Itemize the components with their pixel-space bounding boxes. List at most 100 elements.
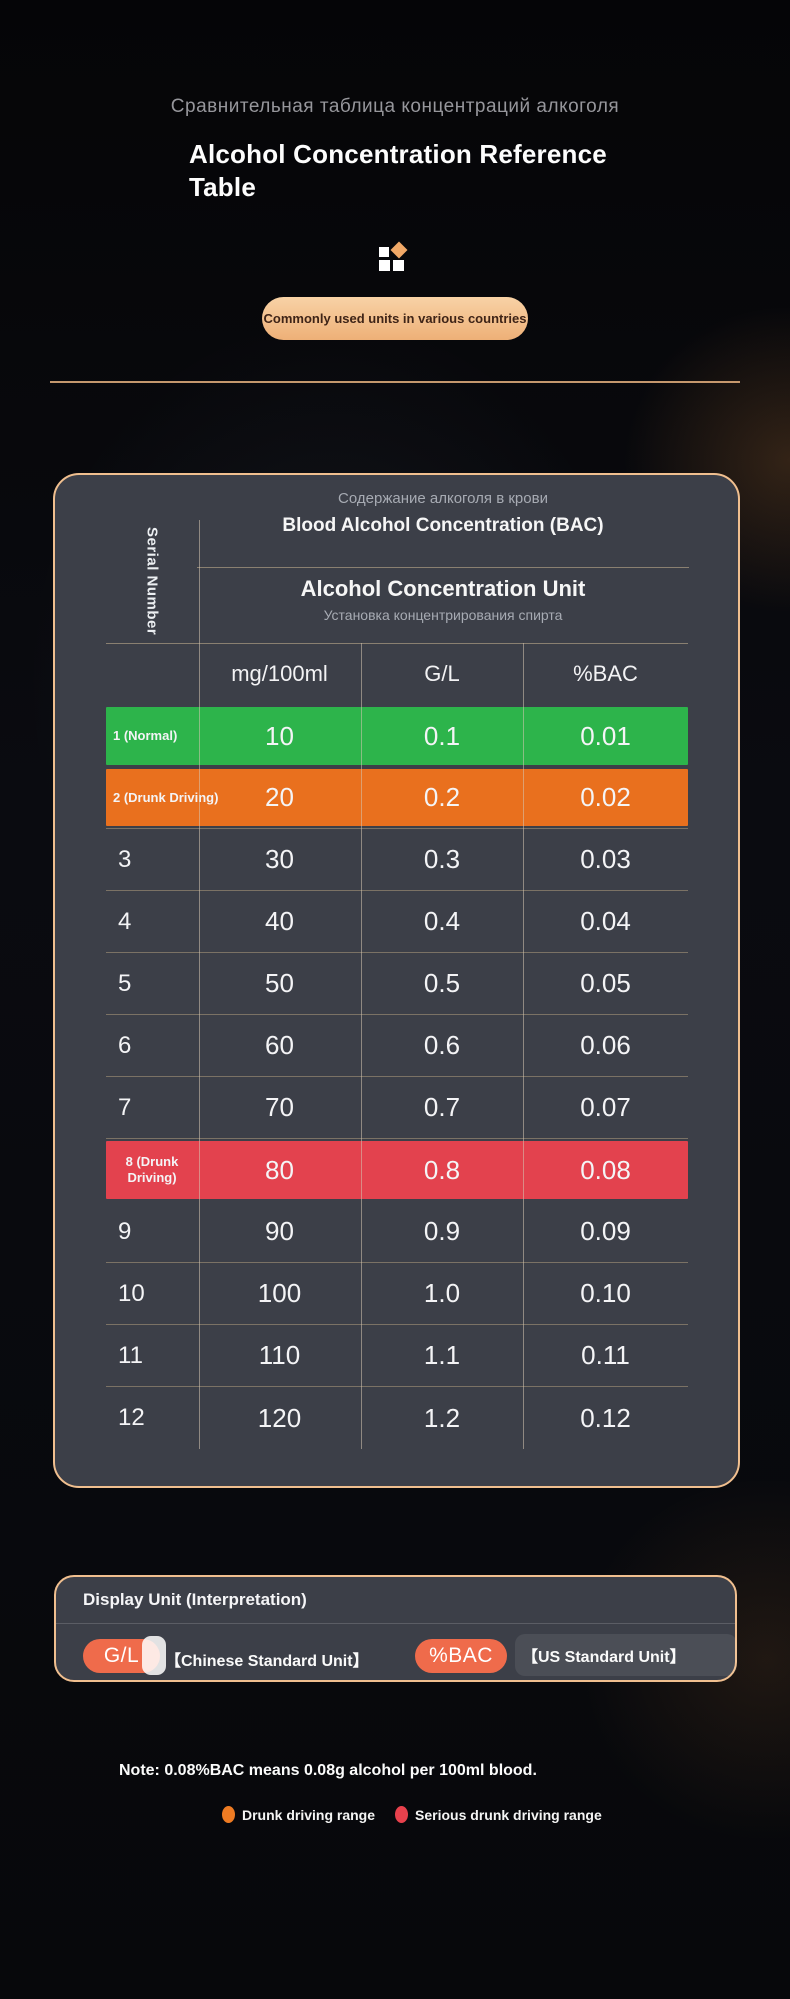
row-serial: 7: [118, 1093, 132, 1121]
header-divider: [197, 567, 689, 568]
label-glow-highlight: [515, 1634, 737, 1676]
row-serial: 4: [118, 907, 132, 935]
bac-unit-pill: %BAC: [415, 1639, 507, 1673]
row-gl-value: 1.0: [423, 1278, 461, 1308]
serial-number-vertical-label: Serial Number: [143, 527, 161, 636]
subtitle-russian: Сравнительная таблица концентраций алког…: [170, 96, 620, 117]
row-mg-value: 50: [265, 968, 294, 998]
column-divider: [199, 520, 200, 1449]
column-divider: [523, 643, 524, 1449]
row-gl-value: 0.9: [423, 1216, 461, 1246]
row-highlight-band: [106, 769, 688, 826]
row-mg-value: 110: [258, 1340, 301, 1370]
bac-header-russian: Содержание алкоголя в крови: [338, 490, 548, 507]
row-gl-value: 0.3: [423, 844, 461, 874]
table-row: 5 50 0.5 0.05: [106, 953, 688, 1015]
row-bac-value: 0.01: [580, 720, 631, 751]
row-bac-value: 0.07: [580, 1092, 631, 1122]
table-body: 1 (Normal) 10 0.1 0.01 2 (Drunk Driving)…: [106, 705, 688, 1449]
row-serial: 2 (Drunk Driving): [113, 789, 219, 805]
display-unit-card: Display Unit (Interpretation) G/L 【Chine…: [54, 1575, 737, 1682]
table-row: 10 100 1.0 0.10: [106, 1263, 688, 1325]
row-mg-value: 120: [257, 1402, 302, 1433]
row-mg-value: 10: [265, 720, 294, 751]
row-bac-value: 0.05: [580, 968, 631, 998]
table-row: 2 (Drunk Driving) 20 0.2 0.02: [106, 767, 688, 829]
footnote: Note: 0.08%BAC means 0.08g alcohol per 1…: [119, 1762, 537, 1779]
row-gl-value: 0.4: [423, 906, 461, 936]
table-row: 3 30 0.3 0.03: [106, 829, 688, 891]
row-bac-value: 0.12: [580, 1402, 631, 1433]
row-serial: 5: [118, 969, 132, 997]
row-bac-value: 0.04: [580, 906, 631, 936]
table-row: 9 90 0.9 0.09: [106, 1201, 688, 1263]
alcohol-table-card: Содержание алкоголя в крови Blood Alcoho…: [53, 473, 740, 1488]
row-serial: 9: [118, 1217, 132, 1245]
row-gl-value: 1.2: [423, 1402, 461, 1433]
row-mg-value: 20: [265, 782, 294, 812]
row-mg-value: 40: [265, 906, 294, 936]
row-serial: 1 (Normal): [113, 728, 178, 744]
column-header-gl: G/L: [424, 661, 460, 686]
row-mg-value: 70: [265, 1092, 294, 1122]
table-row: 7 70 0.7 0.07: [106, 1077, 688, 1139]
square-icon: [379, 247, 389, 257]
square-icon: [379, 260, 390, 271]
column-header-row: mg/100ml G/L %BAC: [106, 643, 688, 705]
table-row: 6 60 0.6 0.06: [106, 1015, 688, 1077]
row-serial: 10: [118, 1279, 145, 1307]
display-unit-title: Display Unit (Interpretation): [83, 1590, 307, 1609]
row-bac-value: 0.06: [580, 1030, 631, 1060]
row-gl-value: 0.1: [423, 720, 461, 751]
section-divider: [50, 381, 740, 383]
red-dot-icon: [395, 1806, 409, 1823]
column-divider: [361, 643, 362, 1449]
row-gl-value: 0.5: [423, 968, 461, 998]
row-bac-value: 0.08: [580, 1154, 631, 1185]
column-header-mg: mg/100ml: [231, 661, 328, 686]
row-bac-value: 0.03: [580, 844, 631, 874]
row-serial: 8 (Drunk Driving): [125, 1154, 179, 1185]
countries-badge: Commonly used units in various countries: [262, 297, 528, 340]
row-gl-value: 1.1: [423, 1340, 461, 1370]
row-bac-value: 0.10: [580, 1278, 631, 1308]
card-divider: [56, 1623, 735, 1624]
row-mg-value: 30: [265, 844, 294, 874]
row-highlight-band: [106, 1141, 688, 1199]
legend-item-serious: Serious drunk driving range: [395, 1806, 602, 1823]
row-serial: 11: [118, 1341, 143, 1369]
row-mg-value: 60: [265, 1030, 294, 1060]
row-bac-value: 0.09: [580, 1216, 631, 1246]
unit-header-english: Alcohol Concentration Unit: [300, 576, 586, 601]
grid-squares-icon: [379, 241, 409, 274]
row-serial: 12: [118, 1404, 145, 1431]
us-standard-label: 【US Standard Unit】: [522, 1649, 686, 1666]
row-serial: 3: [118, 845, 132, 873]
table-row: 8 (Drunk Driving) 80 0.8 0.08: [106, 1139, 688, 1201]
column-header-bac: %BAC: [573, 661, 638, 686]
legend-item-drunk: Drunk driving range: [222, 1806, 375, 1823]
orange-dot-icon: [222, 1806, 235, 1823]
row-gl-value: 0.2: [423, 782, 461, 812]
row-gl-value: 0.6: [423, 1030, 461, 1060]
column-header-blank: [106, 643, 198, 705]
row-mg-value: 100: [257, 1278, 302, 1308]
page-title: Alcohol Concentration Reference Table: [189, 139, 607, 202]
table-row: 4 40 0.4 0.04: [106, 891, 688, 953]
row-gl-value: 0.7: [423, 1092, 461, 1122]
unit-header-russian: Установка концентрирования спирта: [323, 607, 563, 623]
row-highlight-band: [106, 707, 688, 765]
row-mg-value: 90: [265, 1216, 294, 1246]
table-row: 11 110 1.1 0.11: [106, 1325, 688, 1387]
table-row: 12 120 1.2 0.12: [106, 1387, 688, 1449]
row-serial: 6: [118, 1031, 132, 1059]
pill-glare-highlight: [142, 1636, 166, 1675]
color-legend: Drunk driving range Serious drunk drivin…: [222, 1806, 602, 1823]
row-bac-value: 0.02: [580, 782, 631, 812]
header-divider: [106, 643, 688, 644]
row-gl-value: 0.8: [423, 1154, 461, 1185]
bac-header-english: Blood Alcohol Concentration (BAC): [282, 515, 604, 536]
diamond-icon: [390, 241, 408, 259]
row-bac-value: 0.11: [581, 1340, 630, 1370]
